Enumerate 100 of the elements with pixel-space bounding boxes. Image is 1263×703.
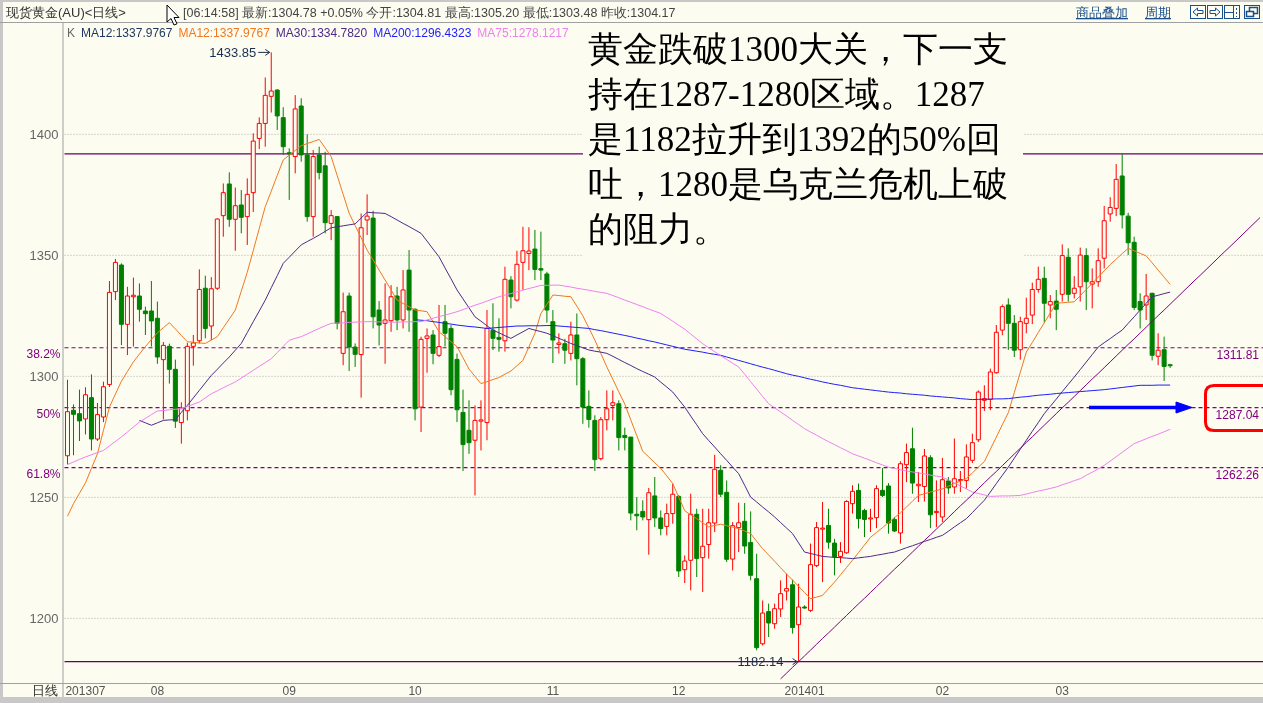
- x-tick-label: 02: [935, 684, 950, 698]
- candlestick: [700, 508, 706, 593]
- text: 61.8%: [26, 466, 61, 481]
- candlestick: [418, 336, 424, 433]
- x-tick-label: 08: [150, 684, 165, 698]
- candlestick: [65, 379, 70, 465]
- candlestick: [424, 327, 430, 374]
- candlestick: [88, 373, 94, 451]
- candlestick: [250, 132, 256, 213]
- candlestick: [1149, 292, 1155, 361]
- candlestick: [610, 389, 616, 421]
- annotation: MA12:1337.9767: [81, 26, 173, 40]
- candlestick: [1143, 273, 1149, 321]
- x-tick-label: 10: [408, 684, 423, 698]
- y-tick-label: 1300: [29, 368, 59, 384]
- candlestick: [550, 309, 556, 364]
- candlestick: [286, 147, 292, 201]
- candlestick: [1053, 289, 1059, 331]
- candlestick: [694, 508, 700, 578]
- text: MA30:1334.7820: [275, 26, 368, 40]
- candlestick: [514, 250, 520, 303]
- candlestick: [106, 280, 112, 388]
- text: MA75:1278.1217: [477, 26, 570, 40]
- candlestick: [909, 427, 915, 495]
- candlestick: [508, 275, 514, 309]
- candlestick: [244, 177, 250, 246]
- candlestick: [202, 275, 208, 339]
- candlestick: [136, 282, 142, 323]
- text: 50%: [36, 406, 61, 421]
- candlestick: [1041, 266, 1047, 324]
- x-tick-label: 09: [282, 684, 297, 698]
- candlestick: [232, 187, 238, 252]
- candlestick: [1155, 332, 1161, 366]
- line-series: [414, 319, 1171, 401]
- line-series: [67, 284, 1171, 497]
- candlestick: [676, 494, 682, 578]
- y-tick-label: 1350: [29, 247, 59, 263]
- candlestick: [754, 553, 760, 651]
- candlestick: [328, 209, 334, 241]
- candlestick: [1083, 247, 1089, 311]
- candlestick: [802, 604, 808, 610]
- x-axis-title: 日线: [32, 683, 58, 698]
- candlestick: [568, 321, 574, 361]
- candlestick: [1047, 294, 1053, 319]
- candlestick: [364, 193, 370, 236]
- candlestick: [358, 212, 364, 399]
- candlestick: [400, 269, 406, 329]
- candlestick: [556, 332, 562, 355]
- ref-line-label: 1311.81: [1216, 347, 1260, 362]
- candlestick: [544, 271, 550, 324]
- ref-line-label: 1262.26: [1215, 467, 1260, 482]
- text: MA200:1296.4323: [373, 26, 472, 40]
- candlestick: [334, 215, 340, 330]
- candlestick: [82, 386, 88, 435]
- y-tick-label: 1400: [29, 126, 59, 142]
- candlestick: [790, 579, 796, 635]
- candlestick: [1101, 205, 1107, 269]
- candlestick: [196, 268, 202, 344]
- candlestick: [436, 304, 442, 358]
- candlestick: [1071, 275, 1077, 299]
- line-series: [138, 211, 1171, 560]
- candlestick: [112, 258, 118, 301]
- candlestick: [796, 583, 802, 663]
- candlestick: [310, 149, 316, 238]
- x-tick-label: 03: [1055, 684, 1070, 698]
- ref-line-label: 1287.04: [1215, 407, 1260, 422]
- chart-subtitle: [06:14:58] 最新:1304.78 +0.05% 今开:1304.81 最高:1305.20 最低:1303.48 昨收:1304.17: [183, 5, 676, 20]
- chart-title: 现货黄金(AU)<日线>: [6, 5, 126, 20]
- candlestick: [502, 266, 508, 353]
- text: 商品叠加: [1076, 5, 1128, 20]
- x-tick-label: 201307: [65, 684, 106, 698]
- candlestick: [118, 262, 124, 346]
- y-tick-label: 1250: [29, 489, 59, 505]
- annotation: 1433.85: [209, 44, 257, 60]
- candlestick: [1065, 247, 1071, 303]
- candlestick: [340, 292, 346, 366]
- candlestick: [1077, 247, 1083, 303]
- candlestick: [280, 106, 286, 156]
- candlestick: [274, 88, 280, 131]
- candlestick: [760, 599, 766, 646]
- candlestick: [238, 189, 244, 234]
- x-tick-label: 201401: [784, 684, 825, 698]
- candlestick: [292, 94, 298, 174]
- x-tick-label: 12: [672, 684, 686, 698]
- text: 周期: [1145, 5, 1171, 20]
- candlestick: [1059, 243, 1065, 303]
- candlestick: [430, 329, 436, 365]
- candlestick: [784, 573, 790, 601]
- text: MA12:1337.9767: [178, 26, 271, 40]
- y-tick-label: 1200: [29, 610, 59, 626]
- candlestick: [160, 341, 166, 420]
- text: 38.2%: [26, 346, 61, 361]
- candlestick: [562, 338, 568, 365]
- candlestick: [394, 286, 400, 331]
- candlestick: [226, 171, 232, 228]
- x-tick-label: 11: [546, 684, 560, 698]
- candlestick: [1095, 247, 1101, 288]
- candlestick: [766, 603, 772, 638]
- annotation: K: [67, 26, 76, 40]
- candlestick: [220, 182, 226, 238]
